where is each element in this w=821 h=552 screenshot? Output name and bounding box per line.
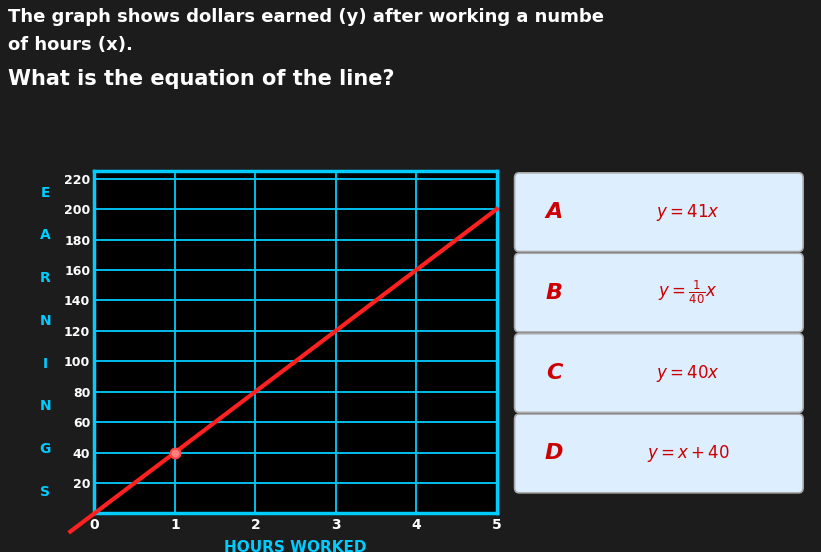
Text: D: D [544,443,563,464]
Text: I: I [43,357,48,370]
Text: What is the equation of the line?: What is the equation of the line? [8,69,395,89]
Text: of hours (x).: of hours (x). [8,36,133,54]
Text: The graph shows dollars earned (y) after working a numbe: The graph shows dollars earned (y) after… [8,8,604,26]
Point [168,448,181,457]
FancyBboxPatch shape [515,173,803,252]
Text: E: E [40,185,50,199]
Text: $y = 41x$: $y = 41x$ [656,201,720,222]
Text: G: G [39,442,51,456]
FancyBboxPatch shape [515,333,803,412]
FancyBboxPatch shape [515,253,803,332]
Text: $y = 40x$: $y = 40x$ [656,363,720,384]
Text: N: N [39,314,51,328]
Text: N: N [39,400,51,413]
Text: $y = x + 40$: $y = x + 40$ [646,443,730,464]
Text: C: C [546,363,562,383]
Text: A: A [39,229,51,242]
X-axis label: HOURS WORKED: HOURS WORKED [224,540,367,552]
Text: S: S [40,485,50,499]
Text: $y = \frac{1}{40}x$: $y = \frac{1}{40}x$ [658,279,718,306]
FancyBboxPatch shape [515,414,803,493]
Text: B: B [545,283,562,302]
Text: R: R [39,271,51,285]
Text: A: A [545,202,562,222]
